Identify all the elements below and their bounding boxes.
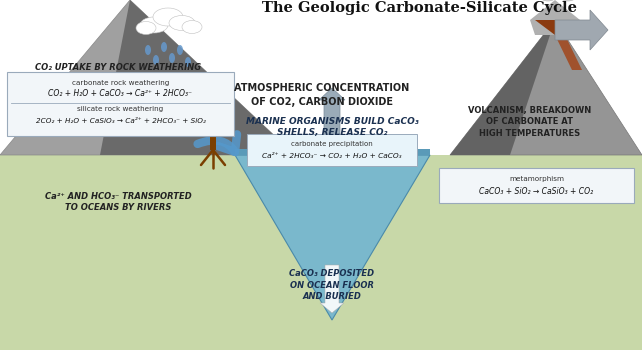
Polygon shape [555,35,582,70]
Text: carbonate rock weathering: carbonate rock weathering [72,80,169,86]
Ellipse shape [559,0,577,1]
Ellipse shape [161,42,167,52]
Text: CO₂ + H₂O + CaCO₃ → Ca²⁺ + 2HCO₃⁻: CO₂ + H₂O + CaCO₃ → Ca²⁺ + 2HCO₃⁻ [49,90,193,98]
FancyBboxPatch shape [7,72,234,136]
Ellipse shape [185,57,191,67]
Polygon shape [235,155,430,320]
Text: CO₂ UPTAKE BY ROCK WEATHERING: CO₂ UPTAKE BY ROCK WEATHERING [35,63,201,72]
Ellipse shape [194,114,216,130]
Text: ATMOSPHERIC CONCENTRATION
OF CO2, CARBON DIOXIDE: ATMOSPHERIC CONCENTRATION OF CO2, CARBON… [234,83,410,107]
Polygon shape [450,20,642,155]
Ellipse shape [539,0,557,1]
Ellipse shape [182,21,202,34]
Ellipse shape [140,17,168,33]
Text: MARINE ORGANISMS BUILD CaCO₃
SHELLS, RELEASE CO₂: MARINE ORGANISMS BUILD CaCO₃ SHELLS, REL… [246,117,419,138]
FancyBboxPatch shape [0,155,642,350]
Polygon shape [450,20,555,155]
FancyArrow shape [319,88,345,152]
Text: silicate rock weathering: silicate rock weathering [78,106,164,112]
Polygon shape [235,149,430,155]
Text: Ca²⁺ AND HCO₃⁻ TRANSPORTED
TO OCEANS BY RIVERS: Ca²⁺ AND HCO₃⁻ TRANSPORTED TO OCEANS BY … [45,191,191,212]
Ellipse shape [210,114,232,130]
Text: CaCO₃ DEPOSITED
ON OCEAN FLOOR
AND BURIED: CaCO₃ DEPOSITED ON OCEAN FLOOR AND BURIE… [290,269,374,301]
FancyBboxPatch shape [210,130,216,150]
Text: metamorphism: metamorphism [509,176,564,182]
Ellipse shape [153,8,183,26]
Ellipse shape [169,15,195,30]
Polygon shape [555,10,608,50]
Polygon shape [530,0,580,35]
Text: carbonate precipitation: carbonate precipitation [291,141,373,147]
Polygon shape [100,0,295,155]
Text: 2CO₂ + H₂O + CaSiO₃ → Ca²⁺ + 2HCO₃⁻ + SiO₂: 2CO₂ + H₂O + CaSiO₃ → Ca²⁺ + 2HCO₃⁻ + Si… [35,118,205,124]
Text: Ca²⁺ + 2HCO₃⁻ → CO₂ + H₂O + CaCO₃: Ca²⁺ + 2HCO₃⁻ → CO₂ + H₂O + CaCO₃ [262,153,402,159]
Ellipse shape [177,45,183,55]
FancyArrowPatch shape [198,134,237,152]
Ellipse shape [169,53,175,63]
Text: VOLCANISM, BREAKDOWN
OF CARBONATE AT
HIGH TEMPERATURES: VOLCANISM, BREAKDOWN OF CARBONATE AT HIG… [469,106,592,138]
Ellipse shape [195,101,231,123]
Ellipse shape [145,45,151,55]
FancyArrow shape [320,265,344,313]
Text: CaCO₃ + SiO₂ → CaSiO₃ + CO₂: CaCO₃ + SiO₂ → CaSiO₃ + CO₂ [480,187,594,196]
Text: The Geologic Carbonate-Silicate Cycle: The Geologic Carbonate-Silicate Cycle [263,1,578,15]
FancyBboxPatch shape [247,134,417,166]
Ellipse shape [136,21,156,35]
Polygon shape [535,20,575,35]
FancyBboxPatch shape [439,168,634,203]
Ellipse shape [200,96,226,112]
Ellipse shape [153,55,159,65]
Polygon shape [0,0,295,155]
